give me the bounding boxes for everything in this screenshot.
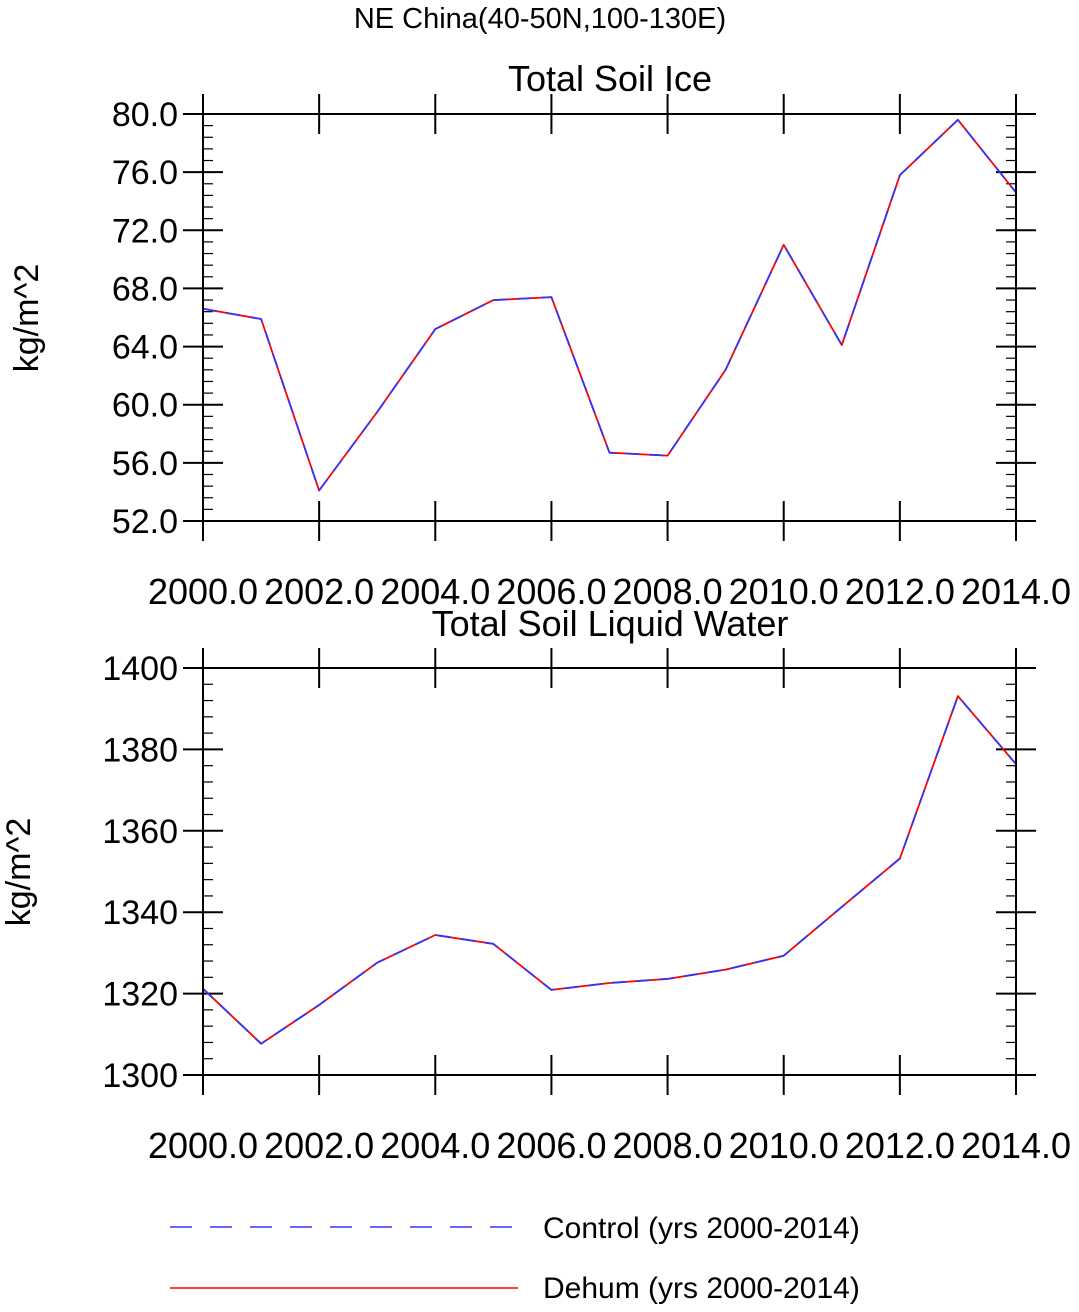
panel-total-soil-liquid-water: Total Soil Liquid Water kg/m^2 130013201… bbox=[0, 603, 1071, 1166]
panel-title: Total Soil Ice bbox=[508, 58, 712, 99]
series-group bbox=[202, 695, 1017, 1045]
series-line-control bbox=[202, 695, 1017, 1045]
x-tick-label: 2012.0 bbox=[845, 1125, 955, 1166]
x-tick-label: 2006.0 bbox=[496, 1125, 606, 1166]
x-tick-labels: 2000.0 2002.0 2004.0 2006.0 2008.0 2010.0 2012… bbox=[148, 1125, 1071, 1166]
plot-frame bbox=[202, 667, 1017, 1076]
y-axis-label: kg/m^2 bbox=[0, 818, 38, 927]
y-tick-label: 60.0 bbox=[112, 387, 178, 425]
x-tick-labels: 2000.0 2002.0 2004.0 2006.0 2008.0 2010.0 2012… bbox=[148, 571, 1071, 612]
x-tick-label: 2000.0 bbox=[148, 571, 258, 612]
y-tick-labels: 1300 1320 1340 1360 1380 1400 bbox=[102, 650, 178, 1095]
y-tick-label: 68.0 bbox=[112, 270, 178, 308]
x-tick-label: 2014.0 bbox=[961, 571, 1071, 612]
x-tick-label: 2004.0 bbox=[380, 571, 490, 612]
x-tick-label: 2014.0 bbox=[961, 1125, 1071, 1166]
y-tick-label: 80.0 bbox=[112, 96, 178, 134]
y-tick-label: 72.0 bbox=[112, 212, 178, 250]
y-tick-labels: 52.0 56.0 60.0 64.0 68.0 72.0 76.0 80.0 bbox=[112, 96, 178, 541]
x-tick-label: 2006.0 bbox=[496, 571, 606, 612]
y-tick-label: 52.0 bbox=[112, 503, 178, 541]
y-tick-label: 1320 bbox=[102, 976, 178, 1014]
legend-label-control: Control (yrs 2000-2014) bbox=[543, 1212, 860, 1245]
x-tick-label: 2008.0 bbox=[613, 1125, 723, 1166]
plot-frame bbox=[202, 113, 1017, 522]
series-line-control bbox=[202, 118, 1017, 492]
y-tick-label: 1360 bbox=[102, 813, 178, 851]
y-tick-label: 76.0 bbox=[112, 154, 178, 192]
x-tick-label: 2010.0 bbox=[729, 1125, 839, 1166]
panel-total-soil-ice: Total Soil Ice kg/m^2 52.0 56.0 60.0 64.0 68… bbox=[8, 58, 1071, 612]
y-axis-label: kg/m^2 bbox=[8, 264, 46, 373]
x-tick-label: 2002.0 bbox=[264, 1125, 374, 1166]
panel-title: Total Soil Liquid Water bbox=[432, 603, 789, 644]
y-tick-label: 1380 bbox=[102, 731, 178, 769]
x-tick-label: 2002.0 bbox=[264, 571, 374, 612]
y-tick-label: 1400 bbox=[102, 650, 178, 688]
y-tick-label: 1300 bbox=[102, 1057, 178, 1095]
x-tick-label: 2012.0 bbox=[845, 571, 955, 612]
x-tick-label: 2000.0 bbox=[148, 1125, 258, 1166]
figure-title: NE China(40-50N,100-130E) bbox=[354, 3, 726, 35]
x-tick-label: 2010.0 bbox=[729, 571, 839, 612]
y-tick-label: 64.0 bbox=[112, 329, 178, 367]
legend: Control (yrs 2000-2014) Dehum (yrs 2000-… bbox=[170, 1212, 860, 1305]
legend-label-dehum: Dehum (yrs 2000-2014) bbox=[543, 1272, 860, 1305]
y-tick-label: 1340 bbox=[102, 894, 178, 932]
y-tick-label: 56.0 bbox=[112, 445, 178, 483]
x-tick-label: 2004.0 bbox=[380, 1125, 490, 1166]
series-group bbox=[202, 118, 1017, 492]
x-tick-label: 2008.0 bbox=[613, 571, 723, 612]
